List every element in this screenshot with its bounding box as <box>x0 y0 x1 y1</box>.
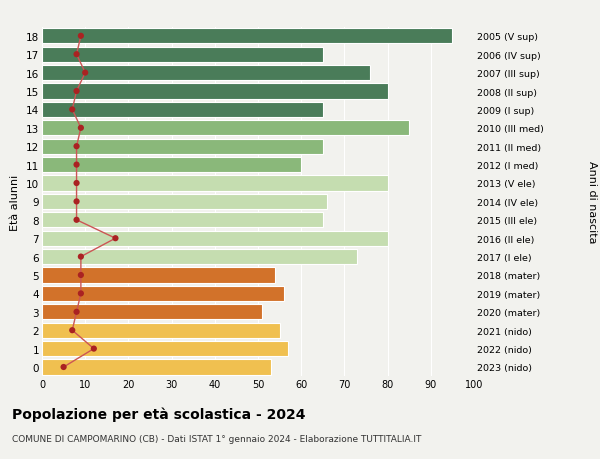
Point <box>72 217 82 224</box>
Bar <box>42 48 323 62</box>
Bar <box>42 250 358 264</box>
Point <box>80 70 90 77</box>
Text: Popolazione per età scolastica - 2024: Popolazione per età scolastica - 2024 <box>12 406 305 421</box>
Point <box>76 33 86 40</box>
Bar <box>42 323 280 338</box>
Bar <box>42 158 301 173</box>
Bar <box>42 103 323 118</box>
Bar <box>42 176 388 191</box>
Text: Anni di nascita: Anni di nascita <box>587 161 597 243</box>
Point <box>76 290 86 297</box>
Point <box>67 327 77 334</box>
Point <box>76 125 86 132</box>
Bar <box>42 140 323 154</box>
Text: COMUNE DI CAMPOMARINO (CB) - Dati ISTAT 1° gennaio 2024 - Elaborazione TUTTITALI: COMUNE DI CAMPOMARINO (CB) - Dati ISTAT … <box>12 434 421 443</box>
Point <box>110 235 120 242</box>
Point <box>72 51 82 59</box>
Bar <box>42 286 284 301</box>
Point <box>72 162 82 169</box>
Bar <box>42 341 288 356</box>
Bar <box>42 268 275 283</box>
Bar <box>42 66 370 81</box>
Bar <box>42 231 388 246</box>
Point <box>89 345 98 353</box>
Point <box>72 180 82 187</box>
Bar <box>42 29 452 44</box>
Y-axis label: Età alunni: Età alunni <box>10 174 20 230</box>
Point <box>72 308 82 316</box>
Bar <box>42 195 327 209</box>
Point <box>76 253 86 261</box>
Point <box>72 88 82 95</box>
Bar <box>42 121 409 136</box>
Point <box>59 364 68 371</box>
Point <box>76 272 86 279</box>
Bar <box>42 84 388 99</box>
Bar <box>42 213 323 228</box>
Point <box>67 106 77 114</box>
Bar <box>42 360 271 375</box>
Bar <box>42 305 262 319</box>
Point <box>72 198 82 206</box>
Point <box>72 143 82 151</box>
